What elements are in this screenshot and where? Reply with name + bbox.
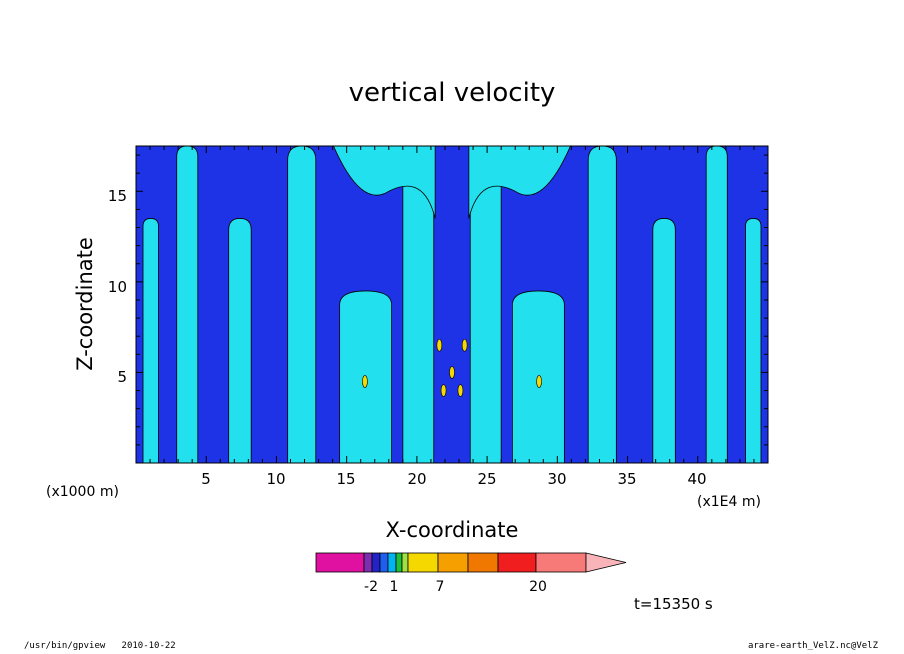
positive-band bbox=[176, 146, 199, 463]
positive-band bbox=[745, 218, 762, 463]
positive-band bbox=[468, 146, 571, 219]
x-tick-label: 5 bbox=[201, 470, 211, 488]
x-tick-label: 25 bbox=[477, 470, 496, 488]
x-tick-label: 40 bbox=[687, 470, 706, 488]
updraft-cell bbox=[461, 338, 468, 352]
colorbar-swatch bbox=[315, 552, 365, 573]
plot-area bbox=[136, 146, 768, 463]
colorbar-extend-arrow bbox=[585, 552, 627, 573]
footer-left: /usr/bin/gpview 2010-10-22 bbox=[24, 641, 176, 651]
positive-band bbox=[333, 146, 436, 219]
colorbar-swatch bbox=[371, 552, 381, 573]
colorbar-label: 20 bbox=[529, 579, 547, 595]
velocity-bands bbox=[142, 146, 762, 463]
colorbar-swatch bbox=[467, 552, 499, 573]
y-tick-label: 10 bbox=[108, 278, 127, 296]
colorbar-label: -2 bbox=[364, 579, 378, 595]
x-tick-label: 30 bbox=[547, 470, 566, 488]
updraft-cell bbox=[436, 338, 443, 352]
colorbar-label: 7 bbox=[436, 579, 445, 595]
time-label: t=15350 s bbox=[634, 595, 713, 613]
updraft-cell bbox=[536, 375, 542, 388]
colorbar-swatch bbox=[379, 552, 389, 573]
colorbar-swatch bbox=[535, 552, 587, 573]
colorbar-label: 1 bbox=[390, 579, 399, 595]
chart-title: vertical velocity bbox=[349, 78, 556, 108]
colorbar-swatch bbox=[401, 552, 409, 573]
x-tick-label: 20 bbox=[407, 470, 426, 488]
x-tick-label: 10 bbox=[266, 470, 285, 488]
colorbar-swatch bbox=[437, 552, 469, 573]
updraft-cell bbox=[440, 384, 447, 397]
x-unit-left: (x1000 m) bbox=[46, 484, 119, 500]
updraft-cell bbox=[362, 375, 368, 388]
footer-right: arare-earth_VelZ.nc@VelZ bbox=[747, 641, 878, 651]
colorbar-swatch bbox=[395, 552, 403, 573]
positive-band bbox=[142, 218, 159, 463]
colorbar-swatch bbox=[407, 552, 439, 573]
y-tick-label: 15 bbox=[108, 187, 127, 205]
plot-frame bbox=[135, 145, 769, 464]
positive-band bbox=[705, 146, 728, 463]
x-tick-label: 15 bbox=[336, 470, 355, 488]
y-tick-label: 5 bbox=[117, 368, 127, 386]
positive-band bbox=[228, 218, 252, 463]
x-tick-label: 35 bbox=[617, 470, 636, 488]
x-unit-right: (x1E4 m) bbox=[697, 494, 761, 510]
x-axis-label: X-coordinate bbox=[386, 518, 519, 542]
positive-band bbox=[652, 218, 676, 463]
colorbar-swatch bbox=[363, 552, 373, 573]
updraft-cell bbox=[449, 366, 455, 379]
updraft-cell bbox=[457, 384, 464, 397]
y-axis-label: Z-coordinate bbox=[73, 237, 97, 371]
colorbar-swatch bbox=[387, 552, 397, 573]
axis-ticks bbox=[136, 146, 769, 463]
positive-band bbox=[587, 146, 617, 463]
colorbar-swatch bbox=[497, 552, 537, 573]
positive-band bbox=[287, 146, 317, 463]
colorbar bbox=[315, 552, 627, 573]
